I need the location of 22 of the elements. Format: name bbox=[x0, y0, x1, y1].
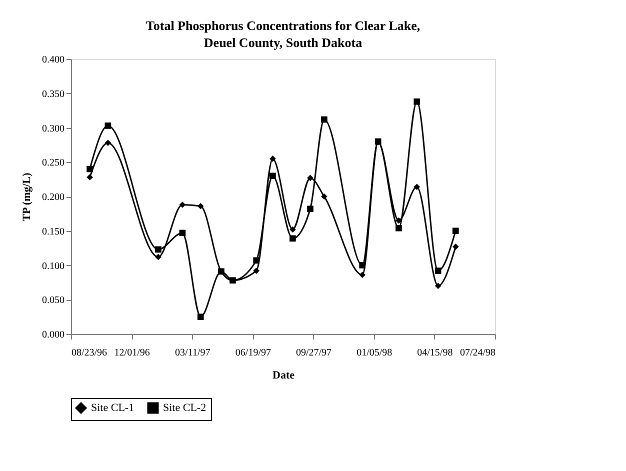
y-tick-label: 0.250 bbox=[42, 158, 64, 169]
y-tick-label: 0.150 bbox=[42, 226, 64, 238]
x-tick-label: 01/05/98 bbox=[356, 348, 392, 358]
x-tick-label: 07/24/98 bbox=[460, 348, 496, 358]
x-tick-label: 12/01/96 bbox=[114, 348, 150, 358]
y-tick-label: 0.100 bbox=[42, 260, 64, 272]
x-tick-label: 03/11/97 bbox=[175, 348, 210, 358]
y-tick-label: 0.350 bbox=[42, 88, 64, 100]
x-tick-label: 09/27/97 bbox=[296, 348, 332, 358]
chart-title: Total Phosphorus Concentrations for Clear Lake, Deuel County, South Dakota bbox=[146, 18, 420, 50]
legend-label: Site CL-2 bbox=[163, 402, 206, 414]
y-tick-label: 0.300 bbox=[42, 123, 64, 134]
y-tick-label: 0.050 bbox=[42, 295, 64, 306]
legend-label: Site CL-1 bbox=[91, 402, 134, 414]
x-tick-label: 08/23/96 bbox=[72, 348, 108, 358]
x-tick-label: 04/15/98 bbox=[417, 348, 453, 358]
y-tick-label: 0.200 bbox=[42, 192, 64, 203]
y-axis-title: TP (mg/L) bbox=[21, 172, 33, 222]
y-tick-label: 0.400 bbox=[42, 54, 64, 66]
y-tick-label: 0.000 bbox=[42, 330, 64, 340]
x-axis-title: Date bbox=[272, 370, 295, 382]
x-tick-label: 06/19/97 bbox=[235, 348, 271, 358]
